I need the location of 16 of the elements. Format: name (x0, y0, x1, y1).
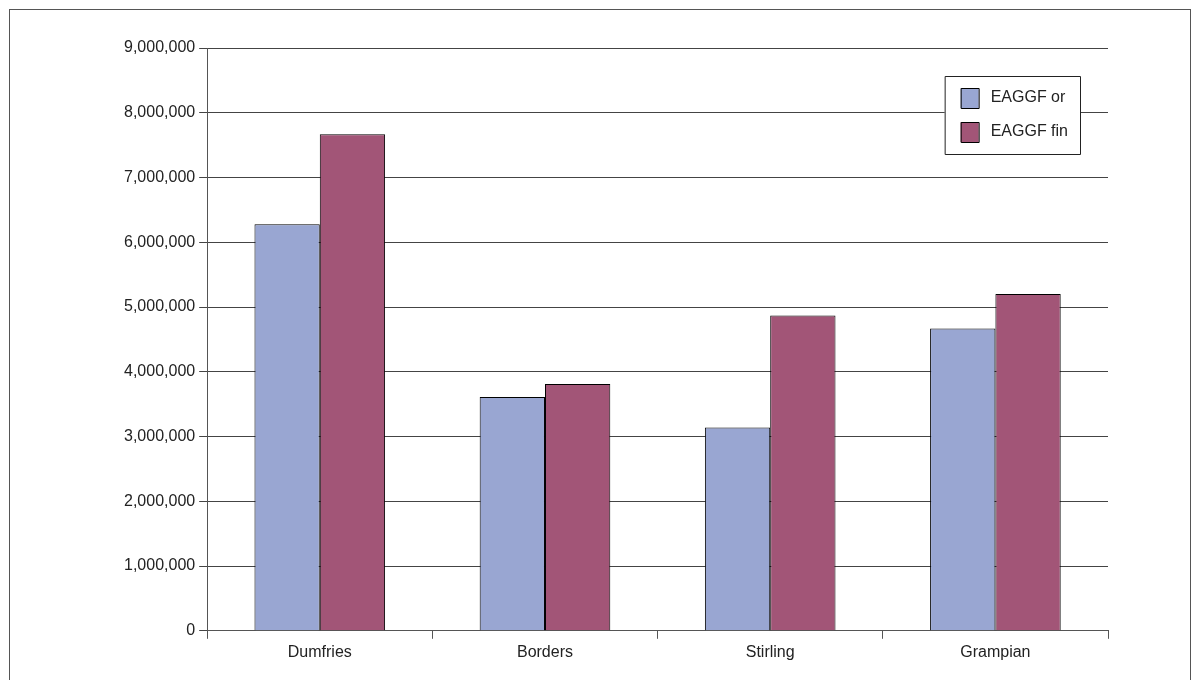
y-tick-label: 7,000,000 (123, 167, 196, 185)
y-tick-label: 3,000,000 (123, 426, 196, 444)
y-tick-label: 9,000,000 (123, 38, 196, 56)
y-tick-label: 8,000,000 (123, 103, 196, 121)
x-tick-label: Dumfries (287, 642, 352, 660)
y-tick-label: 1,000,000 (123, 556, 196, 574)
y-tick-label: 2,000,000 (123, 491, 196, 509)
legend-label: EAGGF fin (990, 122, 1069, 140)
y-tick-label: 4,000,000 (123, 362, 196, 380)
y-tick-label: 6,000,000 (123, 232, 196, 250)
x-tick-label: Grampian (960, 642, 1031, 660)
y-tick-label: 5,000,000 (123, 297, 196, 315)
legend-label: EAGGF or (990, 88, 1066, 106)
x-tick-label: Stirling (745, 642, 795, 660)
x-tick-label: Borders (516, 642, 573, 660)
y-tick-label: 0 (186, 621, 196, 639)
